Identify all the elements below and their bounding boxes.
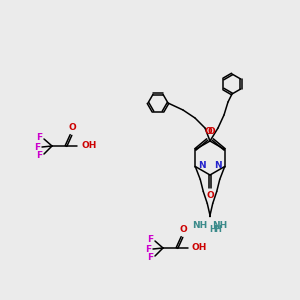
Text: N: N bbox=[214, 161, 222, 170]
Text: H: H bbox=[214, 224, 221, 233]
Text: O: O bbox=[206, 191, 214, 200]
Text: N: N bbox=[198, 161, 206, 170]
Text: H: H bbox=[209, 224, 216, 233]
Text: O: O bbox=[204, 128, 212, 136]
Text: OH: OH bbox=[81, 142, 96, 151]
Text: F: F bbox=[145, 244, 151, 253]
Text: O: O bbox=[179, 225, 187, 234]
Text: F: F bbox=[34, 142, 40, 152]
Text: F: F bbox=[36, 152, 42, 160]
Text: NH: NH bbox=[212, 221, 227, 230]
Text: F: F bbox=[36, 133, 42, 142]
Text: F: F bbox=[147, 235, 153, 244]
Text: O: O bbox=[68, 123, 76, 132]
Text: O: O bbox=[208, 128, 216, 136]
Text: F: F bbox=[147, 254, 153, 262]
Text: NH: NH bbox=[193, 221, 208, 230]
Text: OH: OH bbox=[192, 244, 207, 253]
